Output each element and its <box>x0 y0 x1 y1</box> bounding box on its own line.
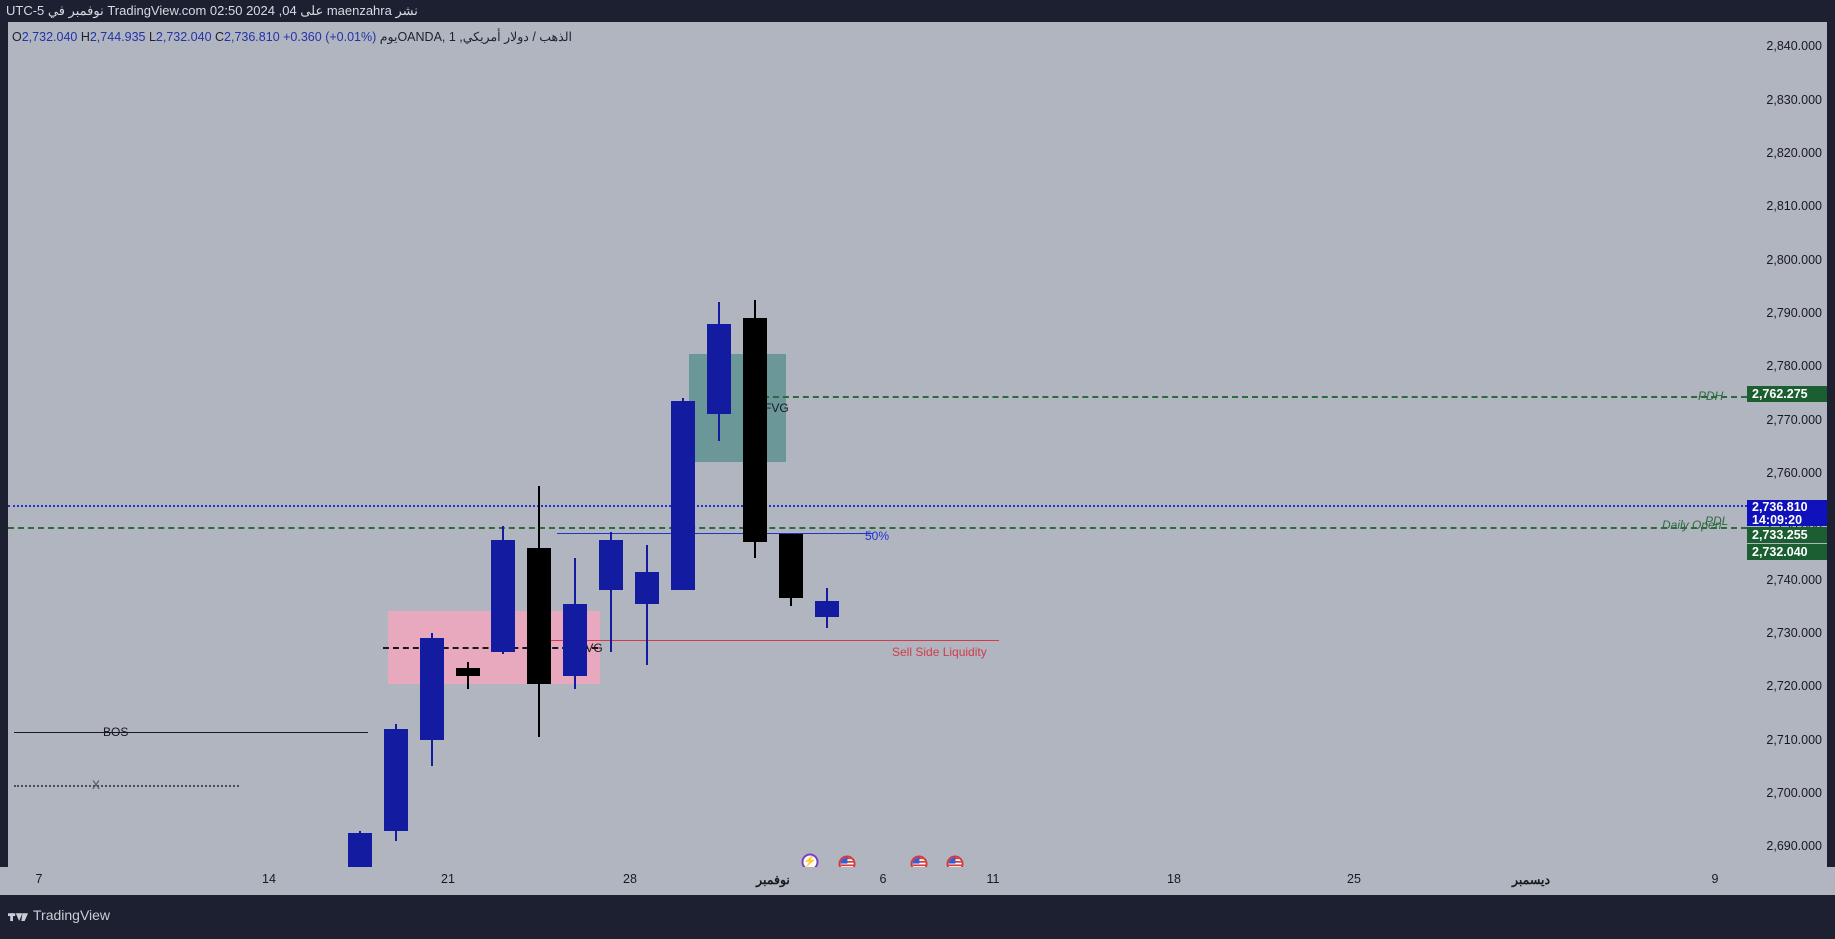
time-tick-day: 28 <box>623 872 637 886</box>
legend-change: +0.360 <box>283 30 322 44</box>
pdh-level-label: PDH <box>1698 389 1724 403</box>
us-flag-icon <box>948 857 962 867</box>
time-tick-day: 21 <box>441 872 455 886</box>
price-tick: 2,710.000 <box>1766 733 1822 747</box>
price-tick: 2,760.000 <box>1766 466 1822 480</box>
candle-wick <box>610 531 612 652</box>
price-tick: 2,730.000 <box>1766 626 1822 640</box>
candle-body <box>348 833 372 867</box>
tradingview-logo-text: TradingView <box>33 907 111 923</box>
daily-open-level-line[interactable] <box>8 527 1747 529</box>
bullish-fvg-zone[interactable] <box>689 354 786 462</box>
price-tick: 2,700.000 <box>1766 786 1822 800</box>
legend-open-label: O <box>12 30 22 44</box>
time-tick-month: ديسمبر <box>1511 873 1551 887</box>
pdh-price-badge[interactable]: 2,762.275 <box>1747 386 1827 402</box>
pane-right-edge <box>1827 22 1835 867</box>
legend-low-value: 2,732.040 <box>155 30 212 44</box>
event-marker-us-1[interactable] <box>838 855 856 867</box>
time-tick-day: 18 <box>1167 872 1181 886</box>
time-tick-day: 14 <box>262 872 276 886</box>
price-tick: 2,800.000 <box>1766 253 1822 267</box>
time-tick-day: 9 <box>1711 872 1719 886</box>
price-tick: 2,790.000 <box>1766 306 1822 320</box>
current-price-level-line[interactable] <box>8 505 1747 507</box>
candle-body <box>635 571 659 604</box>
candle-body <box>563 603 587 676</box>
lightning-bolt-icon: ⚡ <box>803 855 817 867</box>
x-level-label: X <box>92 778 101 792</box>
candle-body <box>815 601 839 618</box>
fifty-level-label: 50% <box>865 529 890 543</box>
candle-wick <box>646 544 648 666</box>
price-tick: 2,810.000 <box>1766 199 1822 213</box>
current-price-badge[interactable]: 2,736.810 14:09:20 <box>1747 500 1827 527</box>
chart-legend: الذهب / دولار أمريكي, OANDA, 1يوم O2,732… <box>12 30 572 44</box>
time-tick-day: 7 <box>35 872 43 886</box>
event-marker-economic[interactable]: ⚡ <box>801 853 819 867</box>
legend-close-value: 2,736.810 <box>224 30 280 44</box>
time-scale[interactable]: 7 14 21 28 نوفمبر 6 11 18 25 ديسمبر 9 <box>0 867 1835 895</box>
price-tick: 2,820.000 <box>1766 146 1822 160</box>
bottom-bar: TradingView <box>0 895 1835 939</box>
pdl-price-badge[interactable]: 2,733.255 <box>1747 527 1827 543</box>
legend-low-label: L <box>148 30 156 44</box>
price-tick: 2,770.000 <box>1766 413 1822 427</box>
price-tick: 2,740.000 <box>1766 573 1822 587</box>
price-tick: 2,830.000 <box>1766 93 1822 107</box>
candle-body <box>491 539 515 652</box>
price-tick: 2,840.000 <box>1766 39 1822 53</box>
price-scale[interactable]: 2,840.000 2,830.000 2,820.000 2,810.000 2,80… <box>1747 22 1827 907</box>
bearish-fvg-midline[interactable] <box>383 647 598 649</box>
legend-timeframe[interactable]: 1يوم <box>379 30 456 44</box>
sell-side-liquidity-label: Sell Side Liquidity <box>892 645 987 659</box>
pdh-level-line[interactable] <box>743 396 1747 398</box>
tradingview-mark-icon <box>8 912 28 921</box>
legend-high-value: 2,744.935 <box>89 30 146 44</box>
legend-close-label: C <box>215 30 225 44</box>
publish-text: نشر maenzahra على TradingView.com 02:50 … <box>6 3 418 18</box>
bullish-fvg-zone-label: FVG <box>764 401 789 415</box>
fifty-level-line[interactable] <box>557 533 873 534</box>
daily-open-price-badge[interactable]: 2,732.040 <box>1747 544 1827 560</box>
badge-price: 2,736.810 <box>1752 500 1808 514</box>
price-tick: 2,690.000 <box>1766 839 1822 853</box>
daily-open-level-label: Daily Open <box>1662 518 1722 532</box>
sell-side-liquidity-line[interactable] <box>527 640 999 641</box>
us-flag-icon <box>840 857 854 867</box>
badge-time: 14:09:20 <box>1752 513 1803 527</box>
legend-change-pct: (+0.01%) <box>325 30 377 44</box>
legend-open-value: 2,732.040 <box>21 30 78 44</box>
event-marker-us-3[interactable] <box>946 855 964 867</box>
time-tick-day: 6 <box>879 872 887 886</box>
candle-body <box>420 638 444 740</box>
candle-body <box>527 547 551 684</box>
publish-bar: نشر maenzahra على TradingView.com 02:50 … <box>0 0 1835 22</box>
bos-level-line-2[interactable] <box>108 732 368 733</box>
time-tick-day: 25 <box>1347 872 1361 886</box>
candle-body <box>456 667 480 676</box>
price-tick: 2,720.000 <box>1766 679 1822 693</box>
bos-level-label: BOS <box>103 725 129 739</box>
pdl-level-label: PDL <box>1705 514 1729 528</box>
legend-high-label: H <box>80 30 90 44</box>
event-marker-us-2[interactable] <box>910 855 928 867</box>
x-level-line[interactable] <box>14 785 239 787</box>
candle-body <box>599 539 623 591</box>
candle-body <box>671 400 695 591</box>
time-tick-day: 11 <box>986 872 1000 886</box>
candle-body <box>707 323 731 415</box>
candle-body <box>779 534 803 599</box>
pane-left-edge <box>0 22 8 867</box>
us-flag-icon <box>912 857 926 867</box>
price-tick: 2,780.000 <box>1766 359 1822 373</box>
candle-body <box>384 729 408 831</box>
time-tick-month: نوفمبر <box>756 873 790 887</box>
candle-body <box>743 318 767 543</box>
chart-pane[interactable]: الذهب / دولار أمريكي, OANDA, 1يوم O2,732… <box>8 22 1747 867</box>
tradingview-logo[interactable]: TradingView <box>8 907 110 923</box>
legend-symbol[interactable]: الذهب / دولار أمريكي, OANDA <box>397 30 572 44</box>
